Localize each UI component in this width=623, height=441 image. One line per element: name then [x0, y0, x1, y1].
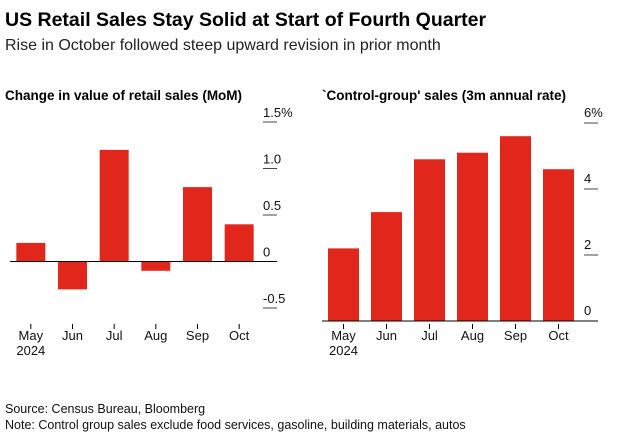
retail-sales-mom-plot: 1.5% 1.0 0.5 0 -0.5 May Jun Jul Aug Sep Oct 2024 — [10, 105, 293, 358]
control-group-sales-plot: 6% 4 2 0 May Jun Jul Aug Sep Oct 2024 — [322, 105, 603, 358]
x-tick-label: May — [19, 328, 44, 343]
x-tick-label: Jul — [106, 328, 123, 343]
retail-sales-mom-chart: Change in value of retail sales (MoM) 1.… — [5, 80, 310, 365]
bar — [457, 152, 488, 321]
y-tick-label: 0 — [263, 245, 270, 260]
bar — [328, 248, 359, 321]
y-tick-label: -0.5 — [263, 291, 285, 306]
x-tick-label: Aug — [144, 328, 167, 343]
x-year-label: 2024 — [329, 343, 358, 358]
bar — [224, 224, 254, 262]
x-tick-label: Jun — [62, 328, 83, 343]
x-tick-label: Aug — [461, 328, 484, 343]
page-subtitle: Rise in October followed steep upward re… — [5, 37, 441, 54]
chart-title: Change in value of retail sales (MoM) — [5, 88, 243, 103]
bar — [99, 149, 129, 262]
y-tick-label: 1.0 — [263, 152, 281, 167]
x-tick-label: Oct — [548, 328, 569, 343]
bar — [371, 212, 402, 321]
x-tick-label: Jun — [376, 328, 397, 343]
control-group-sales-chart: `Control-group' sales (3m annual rate) 6… — [322, 80, 618, 365]
y-tick-label: 6% — [584, 105, 603, 120]
y-tick-label: 4 — [584, 171, 591, 186]
bar — [58, 261, 87, 290]
footnote: Note: Control group sales exclude food s… — [5, 418, 466, 432]
bar — [543, 169, 574, 321]
y-tick-label: 1.5% — [263, 105, 293, 120]
y-tick-label: 0 — [584, 303, 591, 318]
bar — [183, 187, 212, 262]
source-note: Source: Census Bureau, Bloomberg — [5, 402, 206, 416]
y-tick-label: 2 — [584, 237, 591, 252]
x-tick-label: May — [331, 328, 356, 343]
bar — [141, 261, 171, 271]
x-tick-label: Jul — [421, 328, 438, 343]
bar — [16, 242, 46, 262]
x-tick-label: Sep — [504, 328, 527, 343]
page-title: US Retail Sales Stay Solid at Start of F… — [5, 9, 487, 31]
bar — [500, 136, 531, 321]
x-tick-label: Sep — [186, 328, 209, 343]
chart-title: `Control-group' sales (3m annual rate) — [322, 88, 566, 103]
y-tick-label: 0.5 — [263, 198, 281, 213]
x-tick-label: Oct — [229, 328, 250, 343]
x-year-label: 2024 — [16, 343, 45, 358]
bar — [414, 159, 445, 321]
